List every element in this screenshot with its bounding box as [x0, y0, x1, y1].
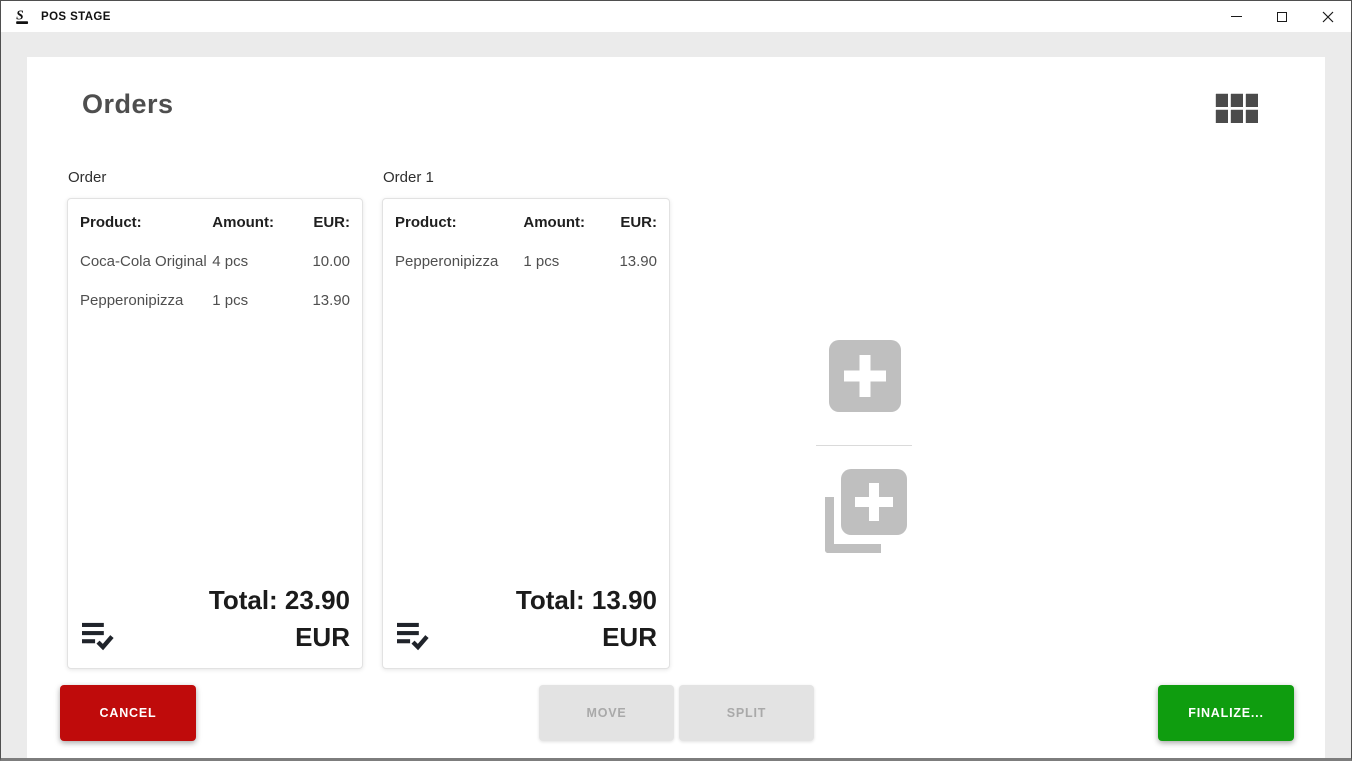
order-card-footer: Total: 23.90 EUR	[80, 582, 350, 656]
checklist-icon	[397, 622, 429, 651]
page-title: Orders	[82, 89, 174, 119]
cancel-button[interactable]: CANCEL	[60, 685, 196, 741]
order-card-footer: Total: 13.90 EUR	[395, 582, 657, 656]
item-price: 13.90	[619, 253, 657, 270]
order-total: Total: 13.90 EUR	[516, 582, 657, 656]
orders-panel: Orders Order Product: Amount: EUR: Coca-…	[27, 57, 1325, 758]
checklist-icon	[82, 622, 114, 651]
grid-view-icon[interactable]	[1216, 94, 1258, 123]
item-amount: 1 pcs	[523, 253, 560, 270]
add-multiple-orders-icon[interactable]	[823, 469, 907, 555]
order-name: Order	[68, 169, 107, 186]
item-name: Pepperonipizza	[80, 292, 184, 309]
order-column: Order 1 Product: Amount: EUR: Pepperonip…	[382, 169, 670, 669]
col-amount: Amount:	[523, 214, 586, 231]
order-tools	[816, 340, 914, 555]
tools-divider	[816, 445, 912, 446]
order-total-currency: EUR	[602, 622, 657, 652]
order-total-amount: Total: 23.90	[208, 585, 350, 615]
order-card[interactable]: Product: Amount: EUR: Coca-Cola Original…	[67, 198, 363, 669]
order-table-header: Product: Amount: EUR:	[395, 199, 657, 231]
col-amount: Amount:	[212, 214, 274, 231]
order-name: Order 1	[383, 169, 434, 186]
order-total-currency: EUR	[295, 622, 350, 652]
split-button[interactable]: SPLIT	[679, 685, 814, 741]
item-amount: 4 pcs	[212, 253, 249, 270]
item-amount: 1 pcs	[212, 292, 249, 309]
order-total-amount: Total: 13.90	[515, 585, 657, 615]
col-currency: EUR:	[620, 214, 657, 231]
order-item-row[interactable]: Coca-Cola Original 4 pcs 10.00	[80, 253, 350, 270]
item-name: Coca-Cola Original	[80, 253, 207, 270]
order-total: Total: 23.90 EUR	[209, 582, 350, 656]
order-item-row[interactable]: Pepperonipizza 1 pcs 13.90	[395, 253, 657, 270]
col-currency: EUR:	[313, 214, 350, 231]
finalize-button[interactable]: FINALIZE...	[1158, 685, 1294, 741]
col-product: Product:	[80, 214, 142, 231]
order-card[interactable]: Product: Amount: EUR: Pepperonipizza 1 p…	[382, 198, 670, 669]
item-price: 10.00	[312, 253, 350, 270]
col-product: Product:	[395, 214, 457, 231]
order-column: Order Product: Amount: EUR: Coca-Cola Or…	[67, 169, 363, 669]
minimize-icon[interactable]	[1213, 1, 1259, 32]
move-button[interactable]: MOVE	[539, 685, 674, 741]
item-price: 13.90	[312, 292, 350, 309]
titlebar: S POS STAGE	[1, 1, 1351, 32]
item-name: Pepperonipizza	[395, 253, 499, 270]
order-table-header: Product: Amount: EUR:	[80, 199, 350, 231]
order-item-row[interactable]: Pepperonipizza 1 pcs 13.90	[80, 292, 350, 309]
close-icon[interactable]	[1305, 1, 1351, 32]
maximize-icon[interactable]	[1259, 1, 1305, 32]
add-order-icon[interactable]	[829, 340, 901, 412]
app-logo-icon: S	[13, 7, 32, 26]
svg-text:S: S	[16, 8, 23, 23]
window-title: POS STAGE	[41, 10, 111, 23]
